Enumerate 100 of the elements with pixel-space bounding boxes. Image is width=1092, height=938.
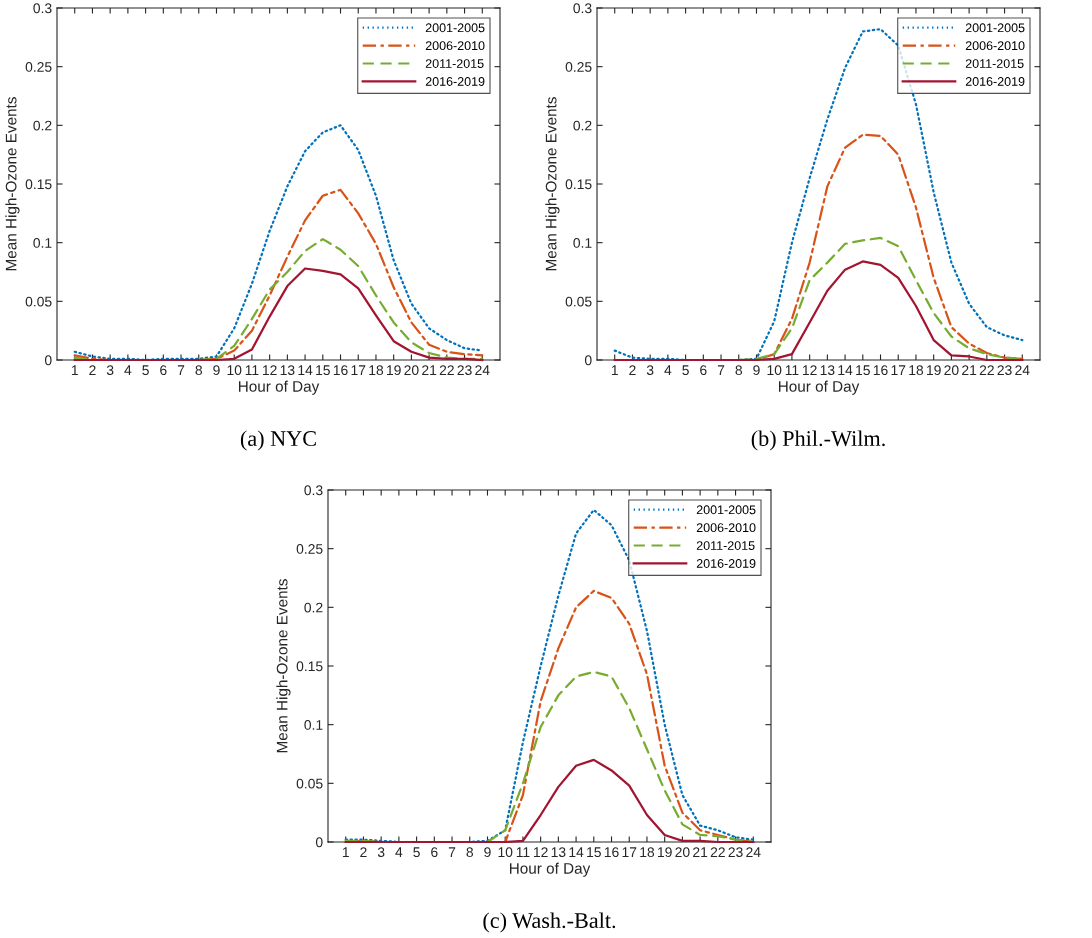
x-tick-label: 2 <box>360 847 367 857</box>
x-tick-label: 1 <box>71 365 78 375</box>
y-axis-title: Mean High-Ozone Events <box>276 579 291 753</box>
x-tick-label: 23 <box>457 365 472 376</box>
x-tick-label: 23 <box>997 365 1012 376</box>
x-tick-label: 4 <box>664 365 672 375</box>
x-tick-label: 6 <box>160 365 167 376</box>
x-tick-label: 11 <box>245 365 259 375</box>
x-tick-label: 20 <box>404 365 419 376</box>
y-tick-label: 0 <box>315 837 323 848</box>
x-tick-label: 4 <box>395 847 403 857</box>
x-tick-label: 9 <box>484 847 491 858</box>
y-tick-label: 0.2 <box>304 602 323 613</box>
x-tick-label: 20 <box>675 847 690 858</box>
x-tick-label: 6 <box>700 365 707 376</box>
y-tick-label: 0.15 <box>25 179 52 190</box>
x-tick-label: 18 <box>909 365 924 376</box>
x-tick-label: 16 <box>873 365 888 376</box>
legend-label: 2006-2010 <box>696 523 756 533</box>
x-tick-label: 17 <box>891 365 906 375</box>
x-tick-label: 20 <box>944 365 959 376</box>
y-tick-label: 0.05 <box>296 778 323 789</box>
y-tick-label: 0.1 <box>33 238 52 248</box>
x-tick-label: 17 <box>351 365 366 375</box>
x-tick-label: 17 <box>622 847 637 857</box>
y-tick-label: 0.05 <box>25 296 52 307</box>
x-tick-label: 11 <box>516 847 530 857</box>
y-tick-label: 0.25 <box>296 544 323 554</box>
y-tick-label: 0.15 <box>565 179 592 190</box>
x-tick-label: 10 <box>227 365 242 376</box>
x-axis-title: Hour of Day <box>239 380 320 395</box>
x-tick-label: 16 <box>333 365 348 376</box>
x-tick-label: 19 <box>927 365 941 376</box>
y-tick-label: 0.1 <box>304 720 323 730</box>
x-tick-label: 24 <box>746 847 761 857</box>
x-tick-label: 14 <box>298 365 313 375</box>
x-tick-label: 5 <box>413 847 420 858</box>
x-tick-label: 8 <box>466 847 474 858</box>
x-tick-label: 15 <box>316 365 330 376</box>
legend-label: 2001-2005 <box>696 505 756 515</box>
x-tick-label: 18 <box>640 847 655 858</box>
y-tick-label: 0.3 <box>573 3 592 14</box>
y-tick-label: 0.1 <box>573 238 592 248</box>
line-series <box>344 758 755 844</box>
x-tick-label: 18 <box>369 365 384 376</box>
x-tick-label: 8 <box>735 365 743 376</box>
legend-label: 2011-2015 <box>965 59 1024 68</box>
legend-label: 2001-2005 <box>965 23 1025 33</box>
x-tick-label: 19 <box>387 365 401 376</box>
x-tick-label: 13 <box>280 365 295 376</box>
line-series <box>613 260 1024 362</box>
line-series <box>73 267 484 362</box>
x-tick-label: 13 <box>820 365 835 376</box>
x-tick-label: 22 <box>710 847 725 857</box>
x-axis-title: Hour of Day <box>779 380 860 395</box>
y-tick-label: 0.3 <box>33 3 52 14</box>
x-tick-label: 12 <box>802 365 817 375</box>
y-tick-label: 0.15 <box>296 661 323 672</box>
x-tick-label: 3 <box>646 365 654 376</box>
x-tick-label: 2 <box>629 365 636 375</box>
x-tick-label: 11 <box>785 365 799 375</box>
legend-label: 2016-2019 <box>696 559 756 568</box>
x-tick-label: 2 <box>89 365 96 375</box>
x-tick-label: 22 <box>979 365 994 375</box>
x-tick-label: 5 <box>682 365 689 376</box>
x-tick-label: 4 <box>124 365 132 375</box>
x-tick-label: 21 <box>962 365 977 375</box>
y-tick-label: 0.3 <box>304 485 323 496</box>
x-tick-label: 23 <box>728 847 743 858</box>
y-tick-label: 0.25 <box>25 62 52 72</box>
legend-label: 2001-2005 <box>425 23 485 33</box>
legend-label: 2011-2015 <box>425 59 484 68</box>
x-tick-label: 24 <box>1015 365 1030 375</box>
y-axis-title: Mean High-Ozone Events <box>5 97 20 271</box>
text: (a) NYC <box>240 430 316 451</box>
y-tick-label: 0.05 <box>565 296 592 307</box>
x-tick-label: 13 <box>551 847 566 858</box>
x-tick-label: 1 <box>611 365 618 375</box>
x-tick-label: 8 <box>195 365 203 376</box>
text: (b) Phil.-Wilm. <box>751 430 885 451</box>
x-tick-label: 12 <box>262 365 277 375</box>
legend-label: 2006-2010 <box>425 41 485 51</box>
legend-label: 2006-2010 <box>965 41 1025 51</box>
x-tick-label: 14 <box>569 847 584 857</box>
legend-label: 2016-2019 <box>425 77 485 86</box>
x-tick-label: 3 <box>106 365 114 376</box>
x-tick-label: 15 <box>587 847 601 858</box>
x-tick-label: 7 <box>177 365 185 375</box>
x-tick-label: 1 <box>342 847 349 857</box>
x-tick-label: 5 <box>142 365 149 376</box>
x-tick-label: 21 <box>422 365 437 375</box>
y-tick-label: 0.2 <box>573 120 592 131</box>
y-axis-title: Mean High-Ozone Events <box>545 97 560 271</box>
x-tick-label: 7 <box>717 365 725 375</box>
x-tick-label: 9 <box>213 365 220 376</box>
x-tick-label: 24 <box>475 365 490 375</box>
x-tick-label: 12 <box>533 847 548 857</box>
x-tick-label: 19 <box>658 847 672 858</box>
y-tick-label: 0.2 <box>33 120 52 131</box>
y-tick-label: 0 <box>44 355 52 366</box>
